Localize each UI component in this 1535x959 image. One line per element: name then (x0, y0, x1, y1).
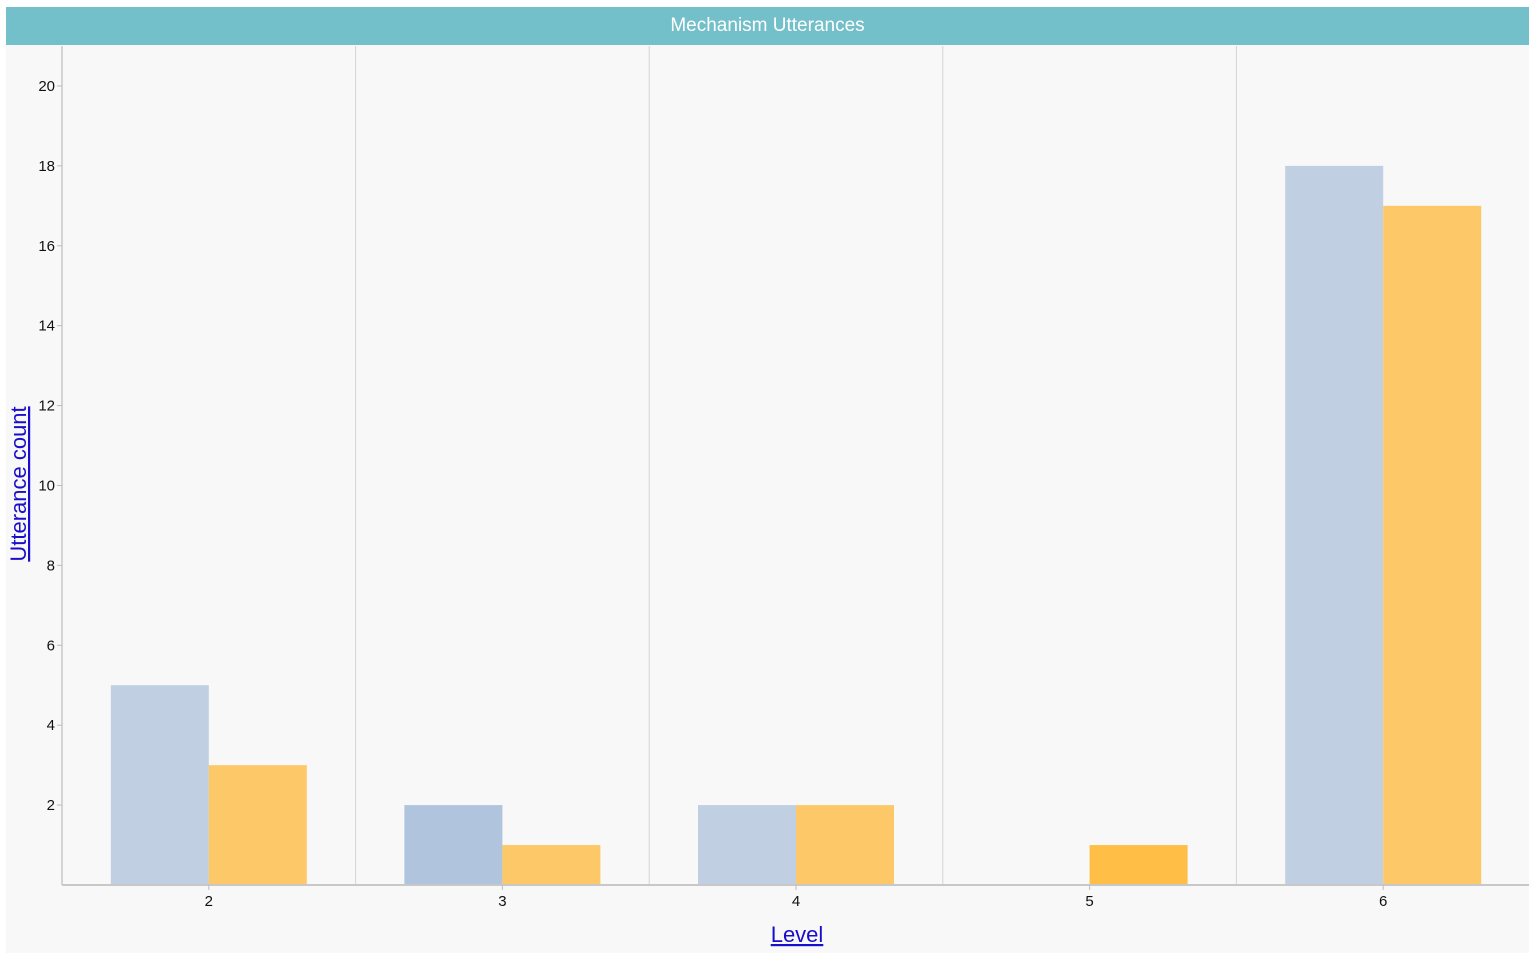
x-tick-label: 5 (1085, 893, 1093, 910)
y-axis-title[interactable]: Utterance count (6, 406, 31, 561)
chart-title: Mechanism Utterances (6, 7, 1529, 45)
bar[interactable] (796, 805, 894, 885)
grid-lines (355, 46, 1237, 885)
y-tick-label: 2 (47, 797, 55, 814)
y-tick-label: 4 (47, 717, 55, 734)
bars (110, 165, 1482, 886)
y-tick-label: 6 (47, 637, 55, 654)
bar[interactable] (1383, 205, 1482, 886)
x-tick-label: 4 (792, 893, 800, 910)
bar[interactable] (1089, 845, 1188, 885)
y-tick-label: 12 (38, 398, 55, 415)
bar[interactable] (698, 805, 796, 885)
x-tick-label: 3 (498, 893, 506, 910)
y-tick-label: 16 (38, 238, 55, 255)
y-tick-label: 18 (38, 158, 55, 175)
x-ticks: 2 3 4 5 6 (205, 885, 1387, 910)
y-tick-label: 20 (38, 78, 55, 95)
bar[interactable] (404, 805, 503, 885)
y-tick-label: 10 (38, 477, 55, 494)
y-tick-label: 14 (38, 318, 55, 335)
bar[interactable] (1285, 165, 1384, 885)
y-ticks: 2 4 6 8 10 12 14 16 18 20 (38, 78, 62, 814)
y-tick-label: 8 (47, 557, 55, 574)
bar[interactable] (208, 765, 307, 885)
x-tick-label: 2 (205, 893, 213, 910)
x-axis-title[interactable]: Level (771, 922, 824, 947)
x-tick-label: 6 (1379, 893, 1387, 910)
bar[interactable] (502, 845, 601, 885)
bar[interactable] (110, 685, 209, 885)
